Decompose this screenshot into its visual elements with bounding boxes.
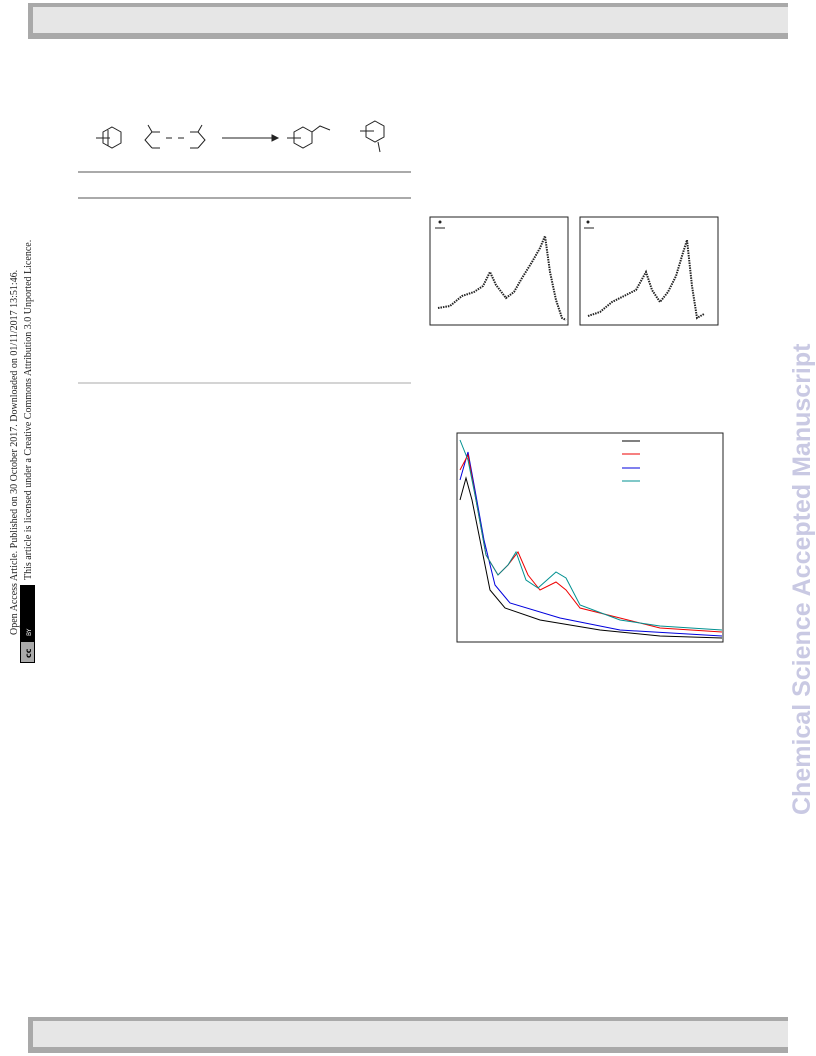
license-line: This article is licensed under a Creativ… (23, 240, 34, 580)
spectrum-panel (429, 216, 569, 326)
license-line: Open Access Article. Published on 30 Oct… (9, 270, 20, 635)
badge-by: BY (26, 628, 33, 636)
badge-cc-bg (21, 642, 34, 662)
watermark: Chemical Science Accepted Manuscript (788, 343, 816, 815)
scheme (96, 120, 385, 153)
cc-badge: cc BY (20, 585, 35, 663)
header-inner (33, 7, 788, 33)
absorption-plot (456, 432, 724, 643)
table-rules (78, 171, 411, 384)
spectrum-panel (579, 216, 719, 326)
badge-cc: cc (24, 648, 33, 658)
footer-inner (33, 1021, 788, 1047)
